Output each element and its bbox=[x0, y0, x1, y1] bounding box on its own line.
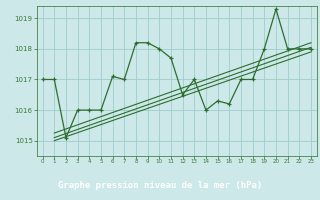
Text: Graphe pression niveau de la mer (hPa): Graphe pression niveau de la mer (hPa) bbox=[58, 182, 262, 190]
